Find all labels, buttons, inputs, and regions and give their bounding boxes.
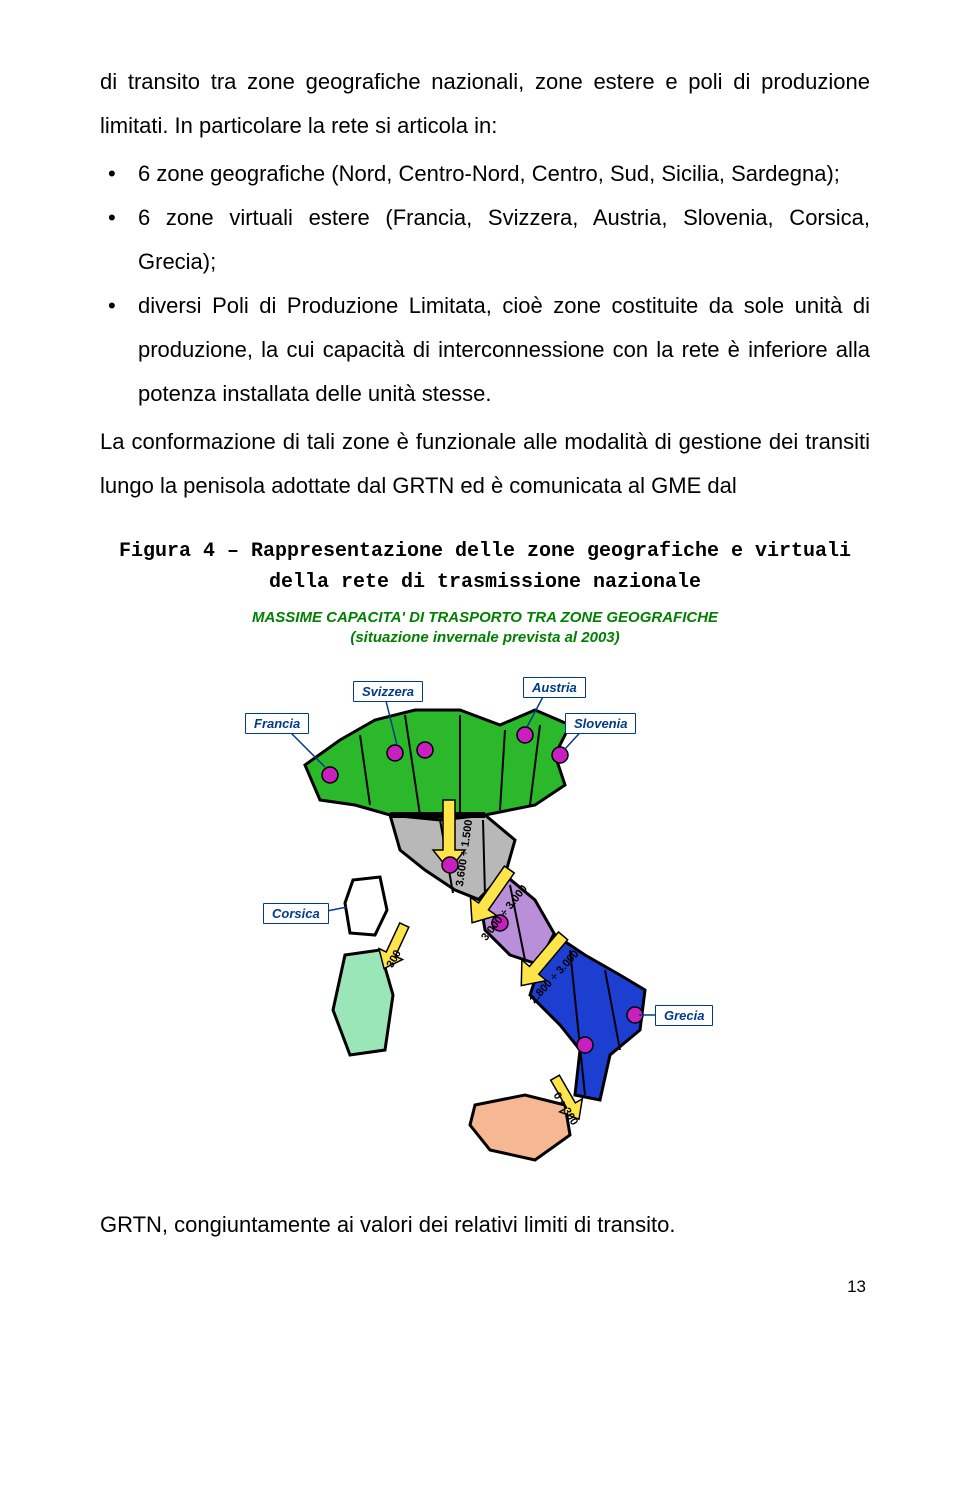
label-francia: Francia (245, 713, 309, 734)
node-austria (517, 727, 533, 743)
label-svizzera: Svizzera (353, 681, 423, 702)
node-svizzera2 (417, 742, 433, 758)
figure-title-line1: MASSIME CAPACITA' DI TRASPORTO TRA ZONE … (252, 609, 718, 626)
figure-map-block: MASSIME CAPACITA' DI TRASPORTO TRA ZONE … (225, 608, 745, 1175)
paragraph-closing: GRTN, congiuntamente ai valori dei relat… (100, 1203, 870, 1247)
page-number: 13 (100, 1277, 870, 1297)
label-slovenia: Slovenia (565, 713, 636, 734)
italy-map: Francia Svizzera Austria Slovenia Corsic… (225, 655, 745, 1175)
list-item: 6 zone geografiche (Nord, Centro-Nord, C… (100, 152, 870, 196)
label-corsica: Corsica (263, 903, 329, 924)
figure-caption: Figura 4 – Rappresentazione delle zone g… (100, 536, 870, 598)
paragraph-conformazione: La conformazione di tali zone è funziona… (100, 420, 870, 508)
zone-list: 6 zone geografiche (Nord, Centro-Nord, C… (100, 152, 870, 416)
list-item: 6 zone virtuali estere (Francia, Svizzer… (100, 196, 870, 284)
zone-corsica (345, 877, 387, 935)
list-item: diversi Poli di Produzione Limitata, cio… (100, 284, 870, 416)
label-austria: Austria (523, 677, 586, 698)
node-svizzera (387, 745, 403, 761)
figure-title-line2: (situazione invernale prevista al 2003) (350, 629, 619, 646)
label-grecia: Grecia (655, 1005, 713, 1026)
figure-title: MASSIME CAPACITA' DI TRASPORTO TRA ZONE … (225, 608, 745, 647)
node-sud (577, 1037, 593, 1053)
node-francia (322, 767, 338, 783)
paragraph-intro: di transito tra zone geografiche naziona… (100, 60, 870, 148)
document-page: di transito tra zone geografiche naziona… (0, 0, 960, 1337)
